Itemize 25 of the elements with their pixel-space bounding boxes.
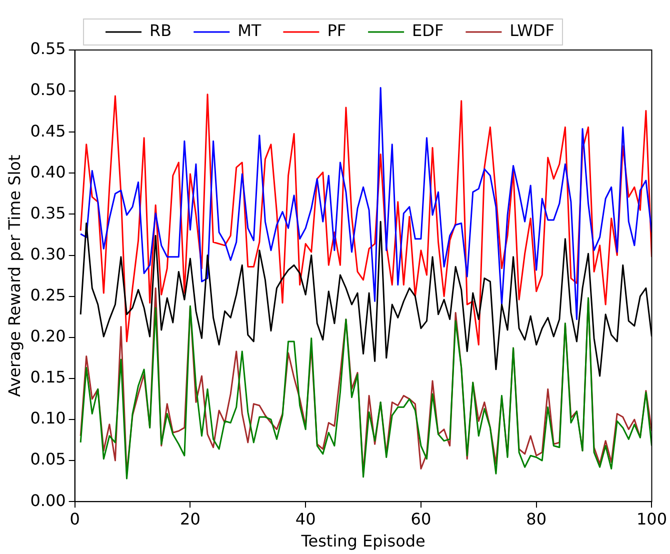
y-tick-label: 0.40 <box>30 162 66 182</box>
x-tick-label: 20 <box>180 509 200 528</box>
x-tick-label: 40 <box>295 509 316 528</box>
y-tick-label: 0.10 <box>30 408 66 428</box>
y-tick-label: 0.55 <box>30 39 66 58</box>
y-tick-label: 0.50 <box>30 80 66 100</box>
y-tick-label: 0.35 <box>30 203 66 222</box>
y-axis-title: Average Reward per Time Slot <box>4 154 24 397</box>
x-tick-label: 100 <box>636 509 668 528</box>
x-tick-label: 0 <box>70 509 80 528</box>
y-tick-label: 0.45 <box>30 121 66 140</box>
x-tick-label: 60 <box>410 509 432 528</box>
y-tick-label: 0.00 <box>30 490 66 510</box>
y-tick-label: 0.25 <box>30 285 66 304</box>
legend-label: MT <box>238 21 262 40</box>
y-tick-label: 0.05 <box>30 450 66 469</box>
y-tick-label: 0.20 <box>30 326 66 346</box>
legend-label: RB <box>150 21 172 40</box>
y-tick-label: 0.15 <box>30 368 66 387</box>
legend-label: LWDF <box>510 21 554 40</box>
x-axis-title: Testing Episode <box>300 532 426 551</box>
x-tick-label: 80 <box>526 509 547 528</box>
y-tick-label: 0.30 <box>30 244 66 264</box>
legend-label: EDF <box>412 21 444 40</box>
legend-label: PF <box>327 21 346 40</box>
